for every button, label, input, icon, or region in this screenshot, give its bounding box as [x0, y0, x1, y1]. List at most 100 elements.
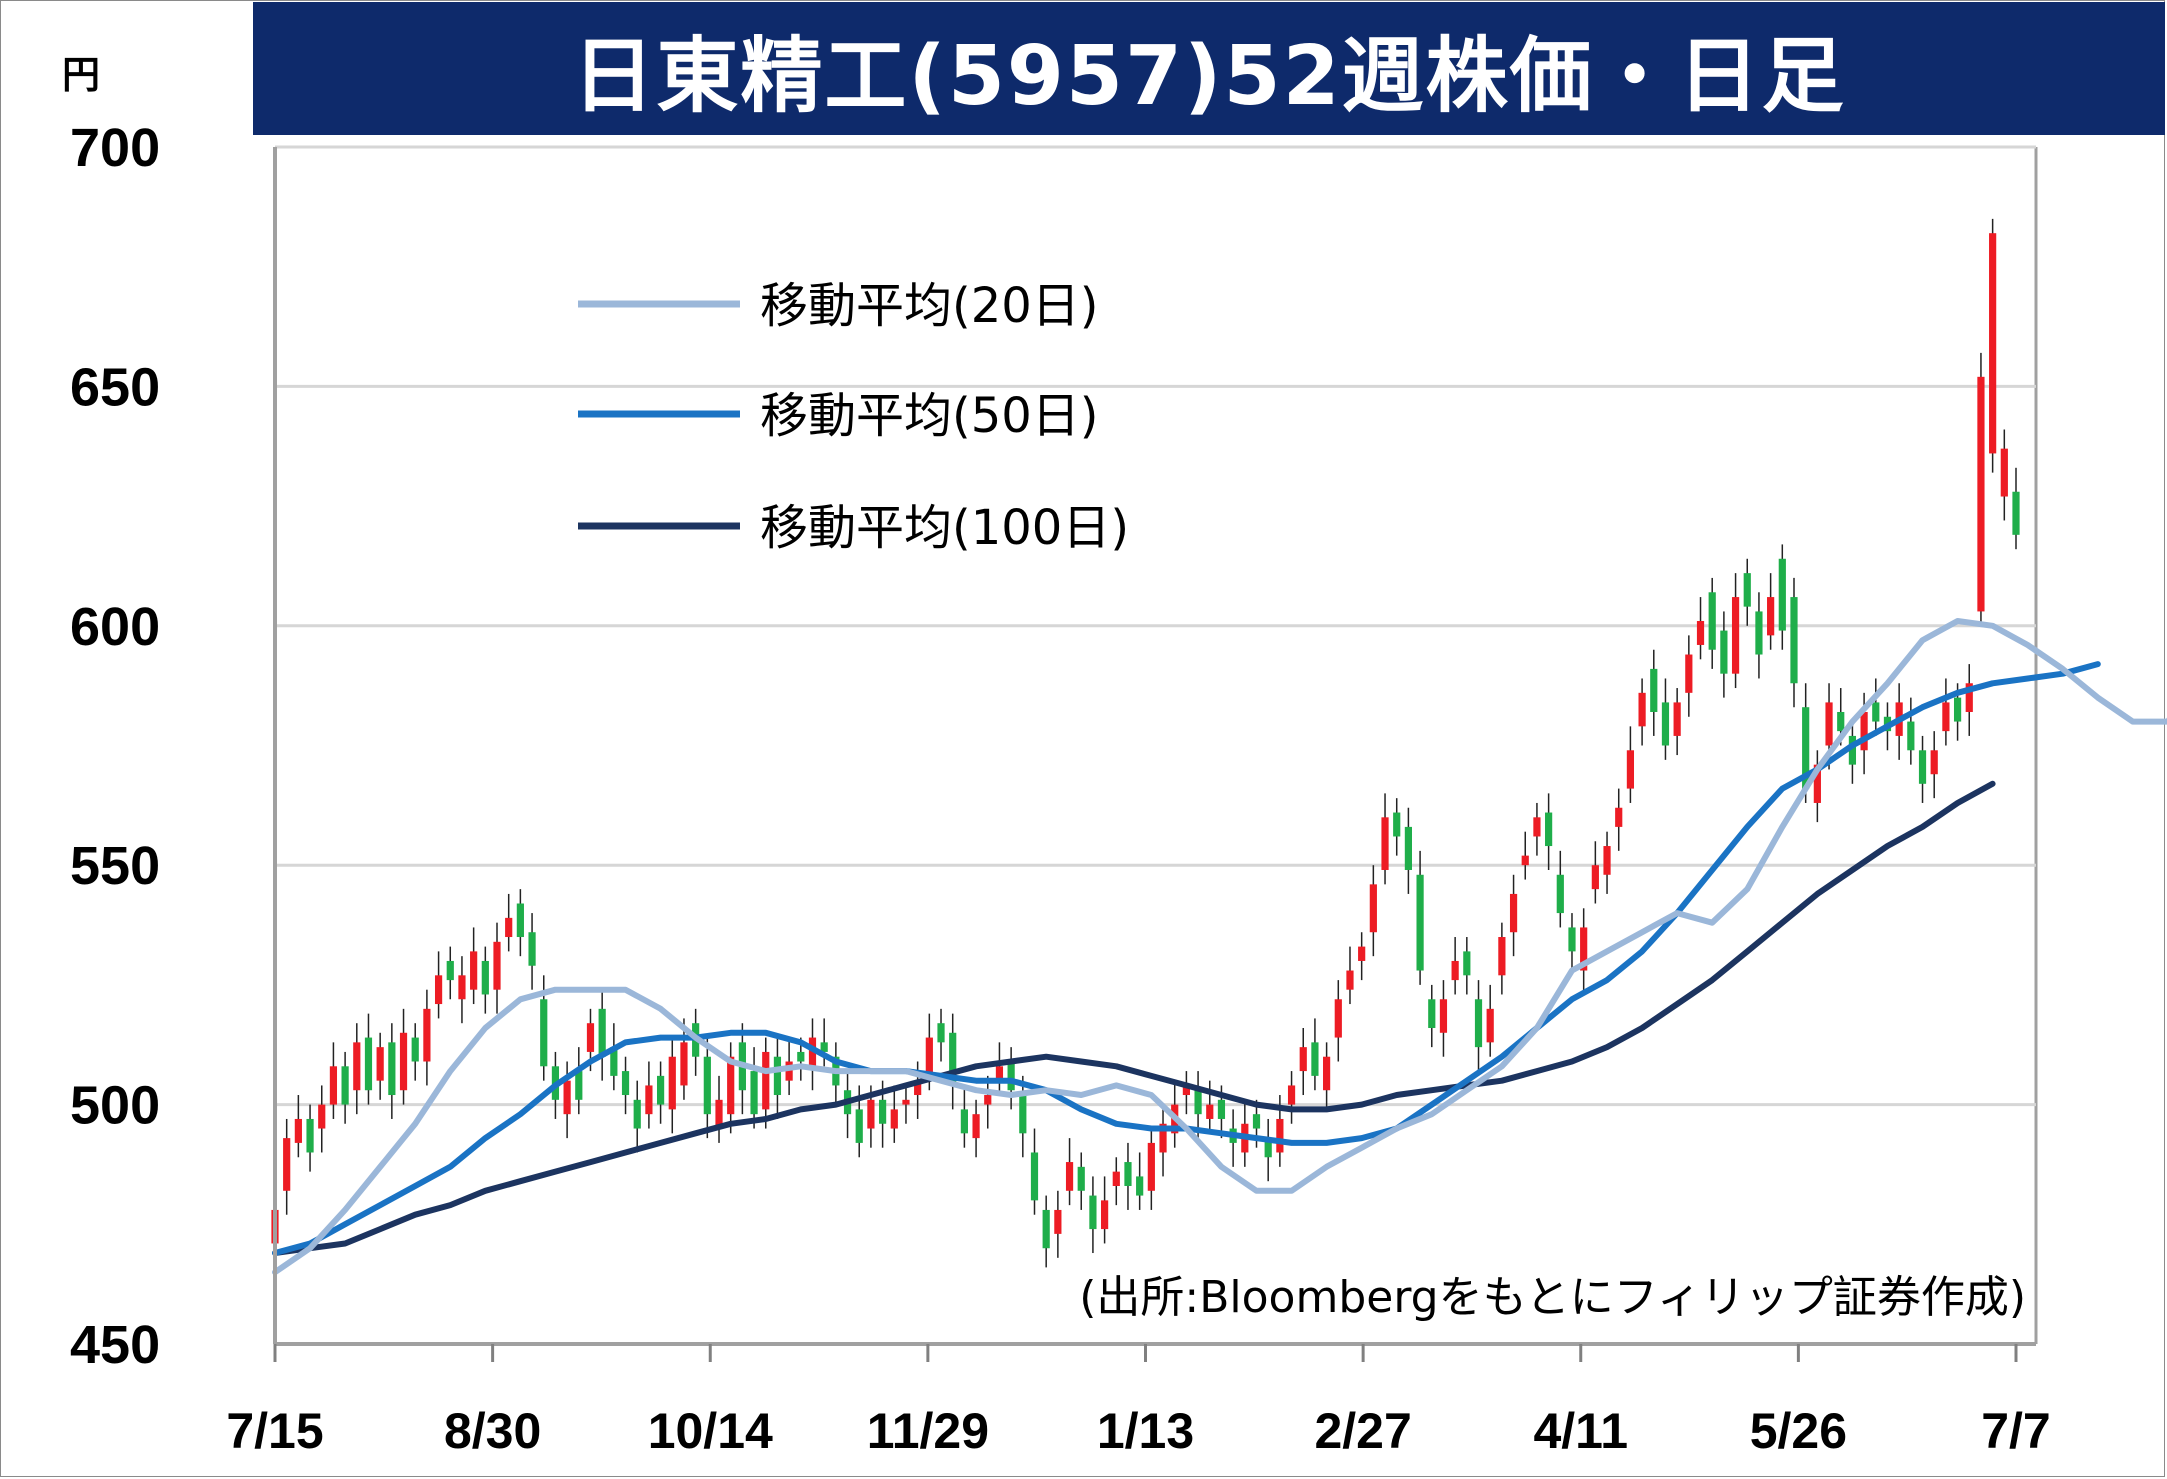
candle-up: [1615, 807, 1623, 827]
candle-up: [563, 1080, 571, 1115]
candle-down: [1778, 558, 1786, 631]
candle-up: [1159, 1123, 1167, 1153]
candle-down: [1918, 750, 1927, 784]
candle-down: [820, 1042, 828, 1052]
candle-up: [1638, 692, 1646, 727]
candle-down: [1556, 874, 1564, 914]
candle-up: [1509, 893, 1518, 933]
candle-down: [621, 1071, 630, 1096]
candle-up: [1942, 702, 1950, 732]
y-axis-unit: 円: [62, 53, 101, 97]
candle-up: [1346, 970, 1354, 990]
x-tick-label: 2/27: [1314, 1403, 1411, 1459]
candle-down: [797, 1051, 805, 1062]
candle-up: [294, 1118, 302, 1143]
candle-up: [1673, 702, 1681, 736]
candle-up: [1276, 1118, 1284, 1153]
candle-up: [586, 1023, 595, 1052]
candle-up: [1299, 1047, 1307, 1072]
candle-up: [867, 1099, 875, 1129]
chart-title: 日東精工(5957)52週株価・日足: [572, 29, 1846, 124]
ma-line-20: [272, 618, 2167, 1276]
candle-up: [1767, 597, 1775, 636]
moving-average-lines: [272, 618, 2167, 1276]
candle-up: [1054, 1209, 1062, 1234]
legend: 移動平均(20日) 移動平均(50日) 移動平均(100日): [578, 278, 1129, 556]
candle-down: [949, 1032, 957, 1086]
ma-line-50: [272, 661, 2101, 1256]
candle-up: [283, 1138, 291, 1191]
x-tick-label: 11/29: [867, 1403, 989, 1459]
candle-up: [668, 1056, 676, 1110]
x-tick-label: 1/13: [1097, 1403, 1194, 1459]
candle-down: [1264, 1138, 1272, 1158]
candle-down: [878, 1099, 887, 1124]
candle-down: [1661, 702, 1670, 746]
candle-up: [434, 975, 443, 1005]
candle-up: [1439, 999, 1448, 1033]
candle-down: [1042, 1209, 1050, 1249]
candle-up: [1860, 711, 1868, 751]
candlesticks: [271, 218, 2020, 1268]
candle-down: [1124, 1162, 1132, 1186]
candle-up: [1369, 884, 1377, 933]
candle-up: [1930, 750, 1938, 775]
candle-up: [1182, 1085, 1190, 1096]
candle-up: [458, 975, 466, 1000]
candle-up: [1486, 1008, 1494, 1043]
legend-label-ma100: 移動平均(100日): [760, 500, 1129, 556]
candle-down: [1404, 826, 1413, 870]
candle-up: [902, 1099, 910, 1105]
title-bar: 日東精工(5957)52週株価・日足: [253, 2, 2165, 135]
source-note: (出所:Bloombergをもとにフィリップ証券作成): [1079, 1272, 2026, 1323]
y-tick-label: 600: [70, 597, 160, 657]
candle-down: [388, 1042, 396, 1096]
candle-up: [1989, 233, 1997, 454]
candle-down: [1953, 697, 1962, 722]
candle-down: [656, 1075, 665, 1105]
candle-down: [1077, 1166, 1085, 1191]
candle-down: [750, 1071, 758, 1115]
candle-up: [1147, 1142, 1155, 1191]
candle-down: [1568, 927, 1576, 952]
candle-down: [1720, 630, 1728, 674]
candle-down: [1907, 721, 1915, 751]
candle-down: [1802, 707, 1810, 789]
candle-down: [364, 1037, 373, 1091]
candle-down: [1194, 1090, 1202, 1115]
candle-down: [1708, 592, 1716, 650]
candle-up: [1206, 1104, 1214, 1119]
candle-down: [1393, 812, 1401, 837]
candle-up: [1498, 937, 1506, 976]
candle-up: [1977, 376, 1985, 612]
candle-up: [1451, 960, 1459, 981]
candle-up: [493, 941, 501, 990]
candle-up: [1580, 927, 1588, 971]
candle-up: [505, 917, 513, 938]
candle-down: [411, 1037, 419, 1062]
y-tick-label: 550: [70, 836, 160, 896]
candle-up: [1813, 764, 1821, 803]
legend-label-ma50: 移動平均(50日): [760, 388, 1099, 444]
y-tick-label: 650: [70, 357, 160, 417]
candle-down: [446, 960, 454, 981]
candle-down: [937, 1023, 945, 1043]
candle-down: [1755, 611, 1763, 655]
candle-up: [645, 1085, 653, 1115]
candle-down: [1007, 1061, 1015, 1091]
candle-down: [1089, 1195, 1097, 1230]
candle-down: [1545, 812, 1553, 847]
candle-down: [1217, 1099, 1226, 1119]
candle-up: [1065, 1162, 1074, 1191]
candle-down: [341, 1066, 349, 1105]
candle-up: [1287, 1085, 1296, 1105]
x-tick-label: 7/15: [226, 1403, 323, 1459]
candle-up: [1381, 817, 1389, 870]
candle-down: [1790, 597, 1798, 684]
candle-up: [329, 1066, 338, 1105]
candle-up: [1685, 654, 1693, 693]
candle-up: [1965, 683, 1973, 712]
candle-down: [703, 1056, 711, 1115]
candle-up: [423, 1008, 431, 1062]
